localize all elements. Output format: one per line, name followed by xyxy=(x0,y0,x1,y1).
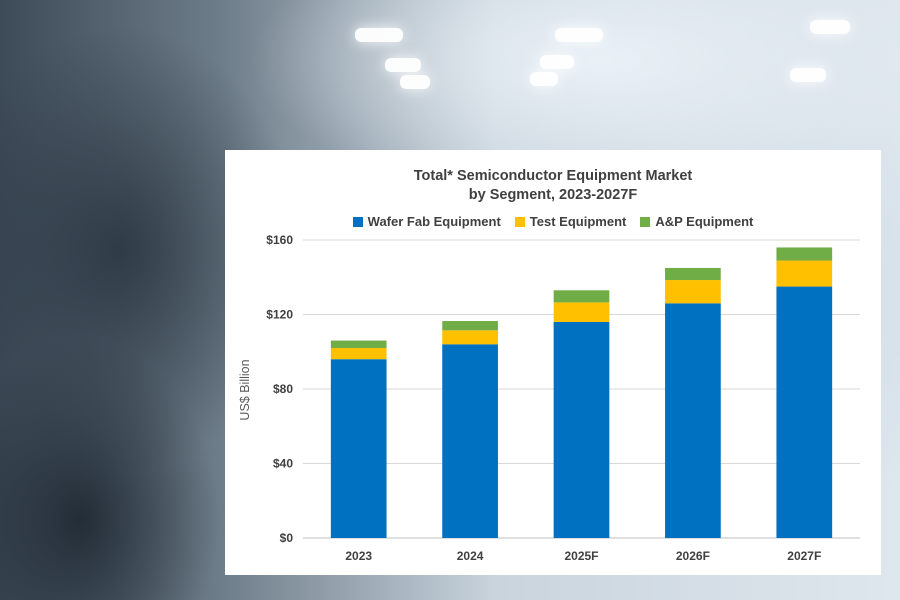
y-tick-label: $80 xyxy=(273,382,293,396)
y-tick-label: $0 xyxy=(280,531,294,545)
bar-segment-test-equipment-2026f xyxy=(665,280,721,304)
ceiling-light xyxy=(385,58,421,72)
x-tick-label: 2023 xyxy=(345,549,372,563)
bar-segment-wafer-fab-equipment-2027f xyxy=(776,286,833,538)
chart-title-line1: Total* Semiconductor Equipment Market xyxy=(413,168,693,184)
x-tick-label: 2025F xyxy=(564,549,598,563)
legend-swatch-test xyxy=(514,216,525,227)
bar-segment-a-p-equipment-2025f xyxy=(553,290,610,303)
bar-segment-test-equipment-2025f xyxy=(553,302,610,322)
chart-title-line2: by Segment, 2023-2027F xyxy=(468,187,638,203)
legend-label-test: Test Equipment xyxy=(529,214,627,229)
ceiling-light xyxy=(355,28,403,42)
legend-item-ap: A&P Equipment xyxy=(640,214,753,229)
ceiling-light xyxy=(530,72,558,86)
y-tick-label: $120 xyxy=(266,308,293,322)
bar-segment-wafer-fab-equipment-2025f xyxy=(553,321,610,538)
y-tick-label: $40 xyxy=(273,457,293,471)
bar-segment-test-equipment-2024 xyxy=(442,330,498,345)
legend-swatch-ap xyxy=(640,216,651,227)
bar-segment-a-p-equipment-2023 xyxy=(330,340,387,349)
bar-segment-wafer-fab-equipment-2023 xyxy=(330,359,387,538)
legend-label-wafer-fab: Wafer Fab Equipment xyxy=(367,214,501,229)
legend-item-test: Test Equipment xyxy=(514,214,627,229)
x-tick-label: 2027F xyxy=(787,549,821,563)
ceiling-light xyxy=(400,75,430,89)
y-tick-label: $160 xyxy=(266,233,293,247)
ceiling-light xyxy=(790,68,826,82)
legend-swatch-wafer-fab xyxy=(352,216,363,227)
bar-segment-wafer-fab-equipment-2026f xyxy=(665,303,721,538)
chart-panel: Total* Semiconductor Equipment Market by… xyxy=(225,150,881,575)
ceiling-light xyxy=(810,20,850,34)
ceiling-light xyxy=(540,55,574,69)
bar-segment-a-p-equipment-2027f xyxy=(776,247,833,261)
x-tick-label: 2026F xyxy=(676,549,710,563)
chart-legend: Wafer Fab Equipment Test Equipment A&P E… xyxy=(225,214,881,229)
legend-label-ap: A&P Equipment xyxy=(655,214,754,229)
bar-segment-wafer-fab-equipment-2024 xyxy=(442,344,498,538)
bar-segment-test-equipment-2027f xyxy=(776,260,833,287)
bar-segment-a-p-equipment-2026f xyxy=(665,267,721,281)
ceiling-light xyxy=(555,28,603,42)
legend-item-wafer-fab: Wafer Fab Equipment xyxy=(352,214,501,229)
x-tick-label: 2024 xyxy=(457,549,484,563)
bar-chart-plot: $0 $40 $80 $120 $160 2023 2024 2025F 2026F 2027F xyxy=(266,233,860,563)
bar-segment-test-equipment-2023 xyxy=(330,348,387,360)
bar-segment-a-p-equipment-2024 xyxy=(442,321,498,331)
